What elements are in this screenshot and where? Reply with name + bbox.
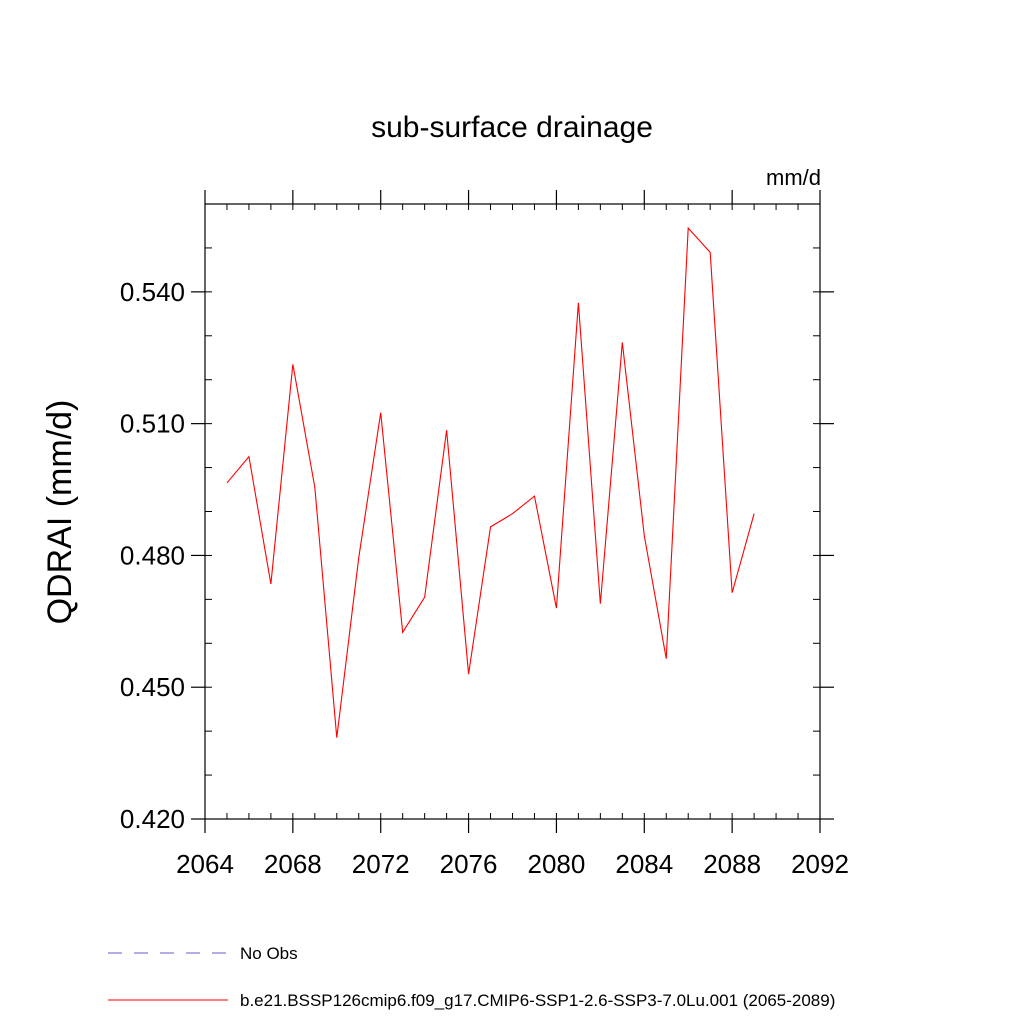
y-tick-label: 0.450 bbox=[120, 672, 185, 702]
data-point bbox=[489, 525, 492, 528]
data-point bbox=[247, 455, 250, 458]
y-tick-label: 0.510 bbox=[120, 409, 185, 439]
y-axis-ticks: 0.420 0.450 0.480 0.510 0.540 bbox=[120, 203, 834, 834]
data-point bbox=[423, 596, 426, 599]
plot-frame bbox=[204, 203, 821, 820]
data-point bbox=[533, 495, 536, 498]
data-point bbox=[357, 556, 360, 559]
data-point bbox=[511, 512, 514, 515]
y-tick-label: 0.540 bbox=[120, 277, 185, 307]
data-point bbox=[313, 486, 316, 489]
x-tick-label: 2068 bbox=[264, 849, 322, 879]
x-tick-label: 2088 bbox=[703, 849, 761, 879]
legend-label-0: No Obs bbox=[240, 944, 298, 963]
data-point bbox=[577, 301, 580, 304]
data-point bbox=[467, 673, 470, 676]
x-tick-label: 2076 bbox=[440, 849, 498, 879]
data-point bbox=[621, 341, 624, 344]
data-point bbox=[687, 227, 690, 230]
y-tick-label: 0.480 bbox=[120, 540, 185, 570]
x-tick-label: 2084 bbox=[615, 849, 673, 879]
data-point bbox=[665, 657, 668, 660]
data-point bbox=[753, 512, 756, 515]
data-point bbox=[599, 602, 602, 605]
data-point bbox=[709, 251, 712, 254]
legend: No Obs b.e21.BSSP126cmip6.f09_g17.CMIP6-S… bbox=[108, 944, 835, 1010]
x-axis-ticks: 2064 2068 2072 2076 2080 2084 2088 2092 bbox=[176, 190, 849, 879]
data-point bbox=[379, 411, 382, 414]
x-tick-label: 2092 bbox=[791, 849, 849, 879]
data-point bbox=[555, 607, 558, 610]
y-tick-label: 0.420 bbox=[120, 804, 185, 834]
x-tick-label: 2072 bbox=[352, 849, 410, 879]
data-point bbox=[335, 736, 338, 739]
data-point bbox=[445, 429, 448, 432]
series-layer bbox=[225, 226, 756, 739]
data-point bbox=[225, 481, 228, 484]
chart-title: sub-surface drainage bbox=[371, 111, 653, 144]
data-point bbox=[643, 534, 646, 537]
legend-label-1: b.e21.BSSP126cmip6.f09_g17.CMIP6-SSP1-2.… bbox=[240, 991, 835, 1010]
x-tick-label: 2080 bbox=[528, 849, 586, 879]
units-label: mm/d bbox=[766, 165, 821, 190]
series-line-0 bbox=[226, 226, 755, 738]
data-point bbox=[401, 631, 404, 634]
data-point bbox=[291, 363, 294, 366]
data-point bbox=[731, 591, 734, 594]
data-point bbox=[269, 582, 272, 585]
x-tick-label: 2064 bbox=[176, 849, 234, 879]
y-axis-label: QDRAI (mm/d) bbox=[41, 400, 79, 625]
